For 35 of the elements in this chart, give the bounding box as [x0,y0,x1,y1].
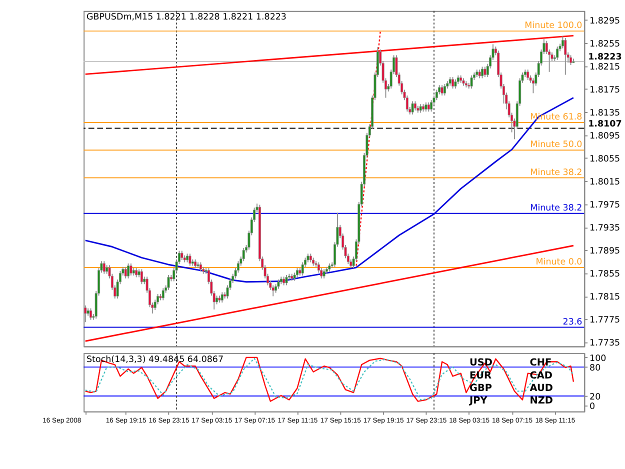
y-tick-label: 1.8255 [590,40,620,50]
chart-title: Stoch(14,3,3) 49.4845 64.0867 [86,354,224,365]
ref-line-label: Minute 50.0 [530,140,582,150]
annotation: USD [469,358,492,369]
annotation: NZD [530,396,553,407]
y-tick-label: 1.8295 [590,16,620,27]
annotation: GBP [469,382,492,394]
y-tick-label: 1.8175 [590,86,620,96]
y-tick-label: 1.7935 [590,224,620,234]
ref-line-label: Minute 38.2 [530,203,582,214]
y-tick-label: 1.8015 [590,178,620,188]
y-tick-label: 1.8095 [590,132,620,142]
y-tick-label: 1.7735 [590,338,620,349]
y-tick-label: 1.7855 [590,270,620,280]
y-tick-label: 1.8215 [590,62,620,73]
annotation: JPY [468,396,488,407]
ref-line-label: Minute 100.0 [524,21,582,32]
y-tick-label: 1.7895 [590,246,620,257]
annotation: CAD [530,370,552,382]
ref-line-label: Minute 38.2 [530,168,582,178]
y-tick-label: 1.7975 [590,200,620,211]
chart-title: GBPUSDm,M15 1.8221 1.8228 1.8221 1.8223 [86,12,286,23]
y-tick-label: 80 [590,363,601,374]
annotation: AUD [530,382,553,394]
ref-line-label: Minute 0.0 [536,258,582,268]
ref-line-label: 1.8107 [588,119,622,130]
y-tick-label: 1.8135 [590,108,620,119]
ref-line-label: 1.8223 [588,52,622,63]
annotation: 23.6 [562,317,582,328]
y-tick-label: 100 [590,354,606,364]
y-tick-label: 0 [590,402,596,412]
y-tick-label: 1.7815 [590,292,620,303]
y-tick-label: 1.8055 [590,154,620,165]
y-tick-label: 20 [590,392,601,402]
y-tick-label: 1.7775 [590,316,620,326]
